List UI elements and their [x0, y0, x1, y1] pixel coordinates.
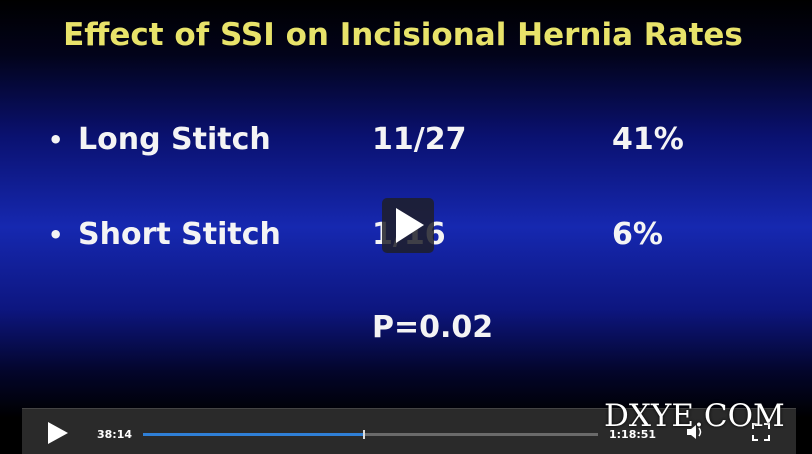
row-percent: 41%	[612, 122, 684, 157]
row-label: Long Stitch	[78, 122, 271, 157]
duration: 1:18:51	[609, 428, 657, 441]
slide-row: • Long Stitch 11/27 41%	[0, 122, 812, 162]
play-button[interactable]	[46, 421, 72, 445]
row-percent: 6%	[612, 217, 663, 252]
fullscreen-button[interactable]	[752, 423, 770, 441]
progress-track[interactable]	[143, 430, 598, 439]
slide-title: Effect of SSI on Incisional Hernia Rates	[63, 17, 743, 53]
progress-knob[interactable]	[362, 430, 365, 439]
progress-played	[143, 433, 364, 436]
control-bar: 38:14 1:18:51	[22, 408, 796, 454]
current-time: 38:14	[97, 428, 133, 441]
watermark: DXYE.COM	[604, 398, 785, 434]
p-value: P=0.02	[372, 310, 494, 345]
volume-button[interactable]	[686, 423, 706, 441]
row-label: Short Stitch	[78, 217, 281, 252]
bullet: •	[48, 126, 64, 154]
bullet: •	[48, 221, 64, 249]
row-fraction: 11/27	[372, 122, 467, 157]
play-overlay[interactable]	[382, 198, 434, 253]
play-icon	[396, 208, 424, 243]
